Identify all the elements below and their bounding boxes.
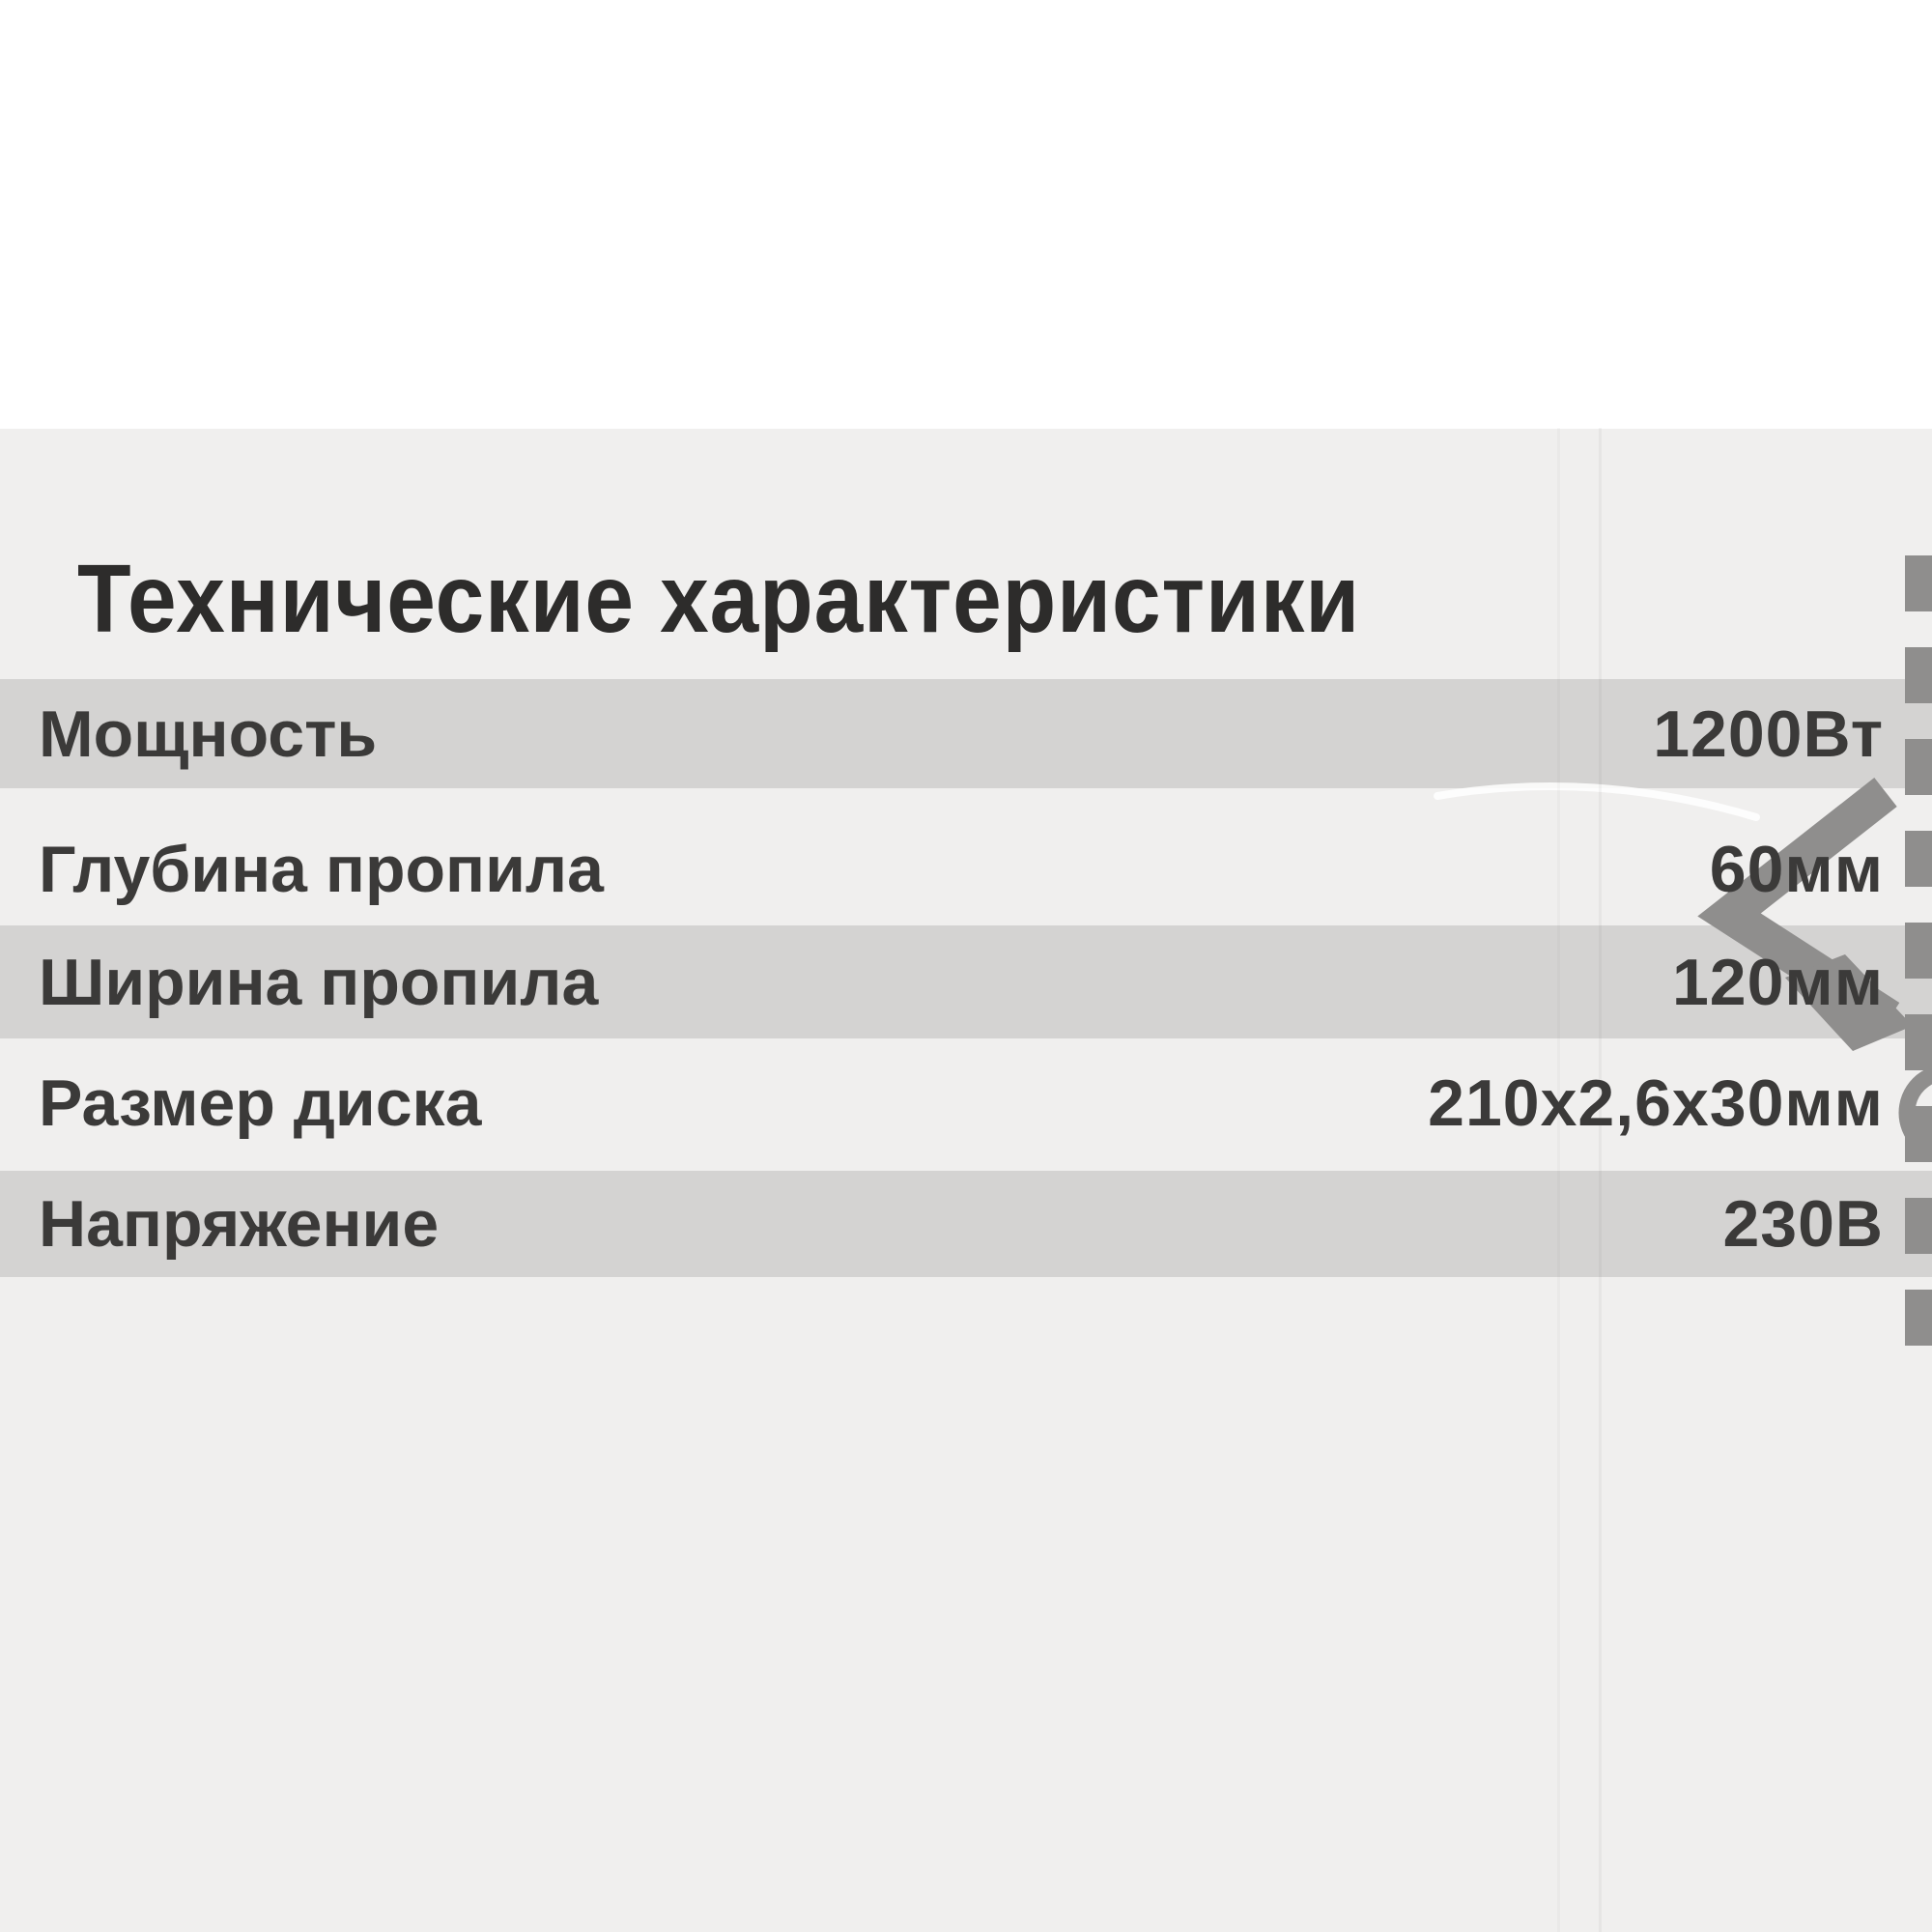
spec-row: Мощность 1200Вт [0,679,1932,788]
spec-label: Размер диска [39,1066,482,1140]
spec-value: 210x2,6x30мм [1428,1066,1884,1140]
ladder-square-decoration [1905,739,1932,795]
spec-label: Ширина пропила [39,945,599,1019]
ladder-square-decoration [1905,555,1932,611]
crease-line [1599,428,1602,1932]
spec-label: Глубина пропила [39,833,604,906]
page-title: Технические характеристики [77,545,1361,653]
spec-value: 230В [1722,1187,1884,1261]
ladder-square-decoration [1905,1198,1932,1254]
spec-label: Мощность [39,696,378,771]
label-top-edge [0,425,1932,429]
spec-value: 1200Вт [1653,696,1884,771]
ladder-square-decoration [1905,1290,1932,1346]
ladder-square-decoration [1905,923,1932,979]
row-stripe-bg [0,679,1932,788]
spec-row: Размер диска 210x2,6x30мм [0,1050,1932,1156]
spec-row: Глубина пропила 60мм [0,816,1932,923]
spec-value: 120мм [1671,945,1884,1019]
ladder-square-decoration [1905,647,1932,703]
row-stripe-bg [0,1171,1932,1277]
spec-value: 60мм [1709,833,1884,906]
crease-line [1557,428,1560,1932]
spec-row: Ширина пропила 120мм [0,925,1932,1038]
spec-label: Напряжение [39,1187,440,1261]
ladder-square-decoration [1905,1014,1932,1070]
row-stripe-bg [0,925,1932,1038]
spec-row: Напряжение 230В [0,1171,1932,1277]
ladder-square-decoration [1905,831,1932,887]
ladder-square-decoration [1905,1106,1932,1162]
